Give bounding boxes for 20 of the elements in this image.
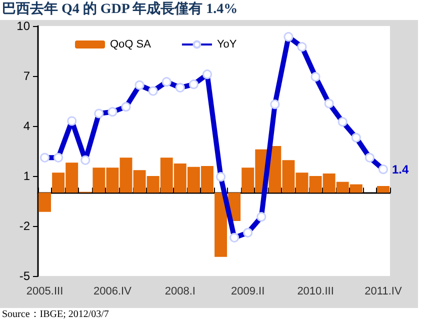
x-tick-label: 2010.III xyxy=(297,286,334,298)
legend-label: YoY xyxy=(216,38,238,50)
source-note: Source：IBGE; 2012/03/7 xyxy=(1,308,110,322)
chart-title: 巴西去年 Q4 的 GDP 年成長僅有 1.4% xyxy=(1,0,239,19)
y-tick-label: 7 xyxy=(23,69,30,83)
legend-label: QoQ SA xyxy=(110,38,152,50)
y-tick-label: -2 xyxy=(19,219,30,233)
bar xyxy=(214,192,227,257)
x-tick-label: 2009.II xyxy=(231,286,265,298)
y-tick-label: -5 xyxy=(19,269,30,283)
x-tick-label: 2011.IV xyxy=(364,286,402,298)
y-tick-label: 10 xyxy=(16,19,30,33)
y-tick-label: 4 xyxy=(23,119,30,133)
y-tick-label: 1 xyxy=(23,169,30,183)
x-tick-label: 2006.IV xyxy=(94,286,132,298)
x-tick-label: 2005.III xyxy=(26,286,64,298)
bar xyxy=(38,192,51,212)
x-tick-label: 2008.I xyxy=(164,286,196,298)
bar xyxy=(377,186,390,193)
data-label: 1.4 xyxy=(392,162,409,176)
